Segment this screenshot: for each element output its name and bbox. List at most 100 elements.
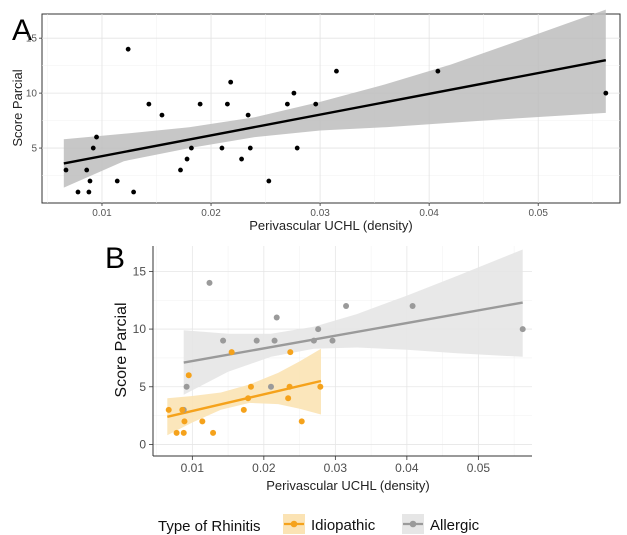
allergic-data-point xyxy=(329,337,336,344)
allergic-data-point xyxy=(310,337,317,344)
legend: Type of Rhinitis Idiopathic Allergic xyxy=(158,514,480,535)
data-point xyxy=(603,90,609,96)
y-tick-label: 15 xyxy=(133,264,147,278)
data-point xyxy=(313,101,319,107)
data-point xyxy=(86,189,92,195)
allergic-data-point xyxy=(183,383,190,390)
allergic-data-point xyxy=(409,303,416,309)
allergic-confidence-band xyxy=(183,249,523,395)
allergic-data-point xyxy=(315,326,322,333)
idiopathic-data-point xyxy=(285,395,292,402)
panel-b-y-ticks: 0 5 10 15 xyxy=(133,264,153,451)
allergic-data-point xyxy=(206,279,213,286)
y-tick-label: 5 xyxy=(139,380,146,394)
y-tick-label: 0 xyxy=(139,437,146,451)
x-tick-label: 0.04 xyxy=(395,461,419,475)
legend-label-allergic: Allergic xyxy=(430,517,480,534)
idiopathic-data-point xyxy=(317,383,324,390)
data-point xyxy=(245,112,251,118)
idiopathic-data-point xyxy=(179,406,186,413)
idiopathic-data-point xyxy=(173,429,180,436)
idiopathic-data-point xyxy=(298,418,305,425)
idiopathic-regression-line xyxy=(167,379,322,418)
panel-a-x-ticks: 0.01 0.02 0.03 0.04 0.05 xyxy=(92,203,548,219)
panel-a-points xyxy=(63,46,609,195)
data-point xyxy=(224,101,230,107)
x-tick-label: 0.05 xyxy=(467,461,491,475)
idiopathic-data-point xyxy=(165,406,172,413)
idiopathic-data-point xyxy=(199,418,206,425)
idiopathic-data-point xyxy=(287,349,294,356)
y-tick-label: 15 xyxy=(26,34,38,45)
data-point xyxy=(84,167,90,173)
allergic-data-point xyxy=(273,314,280,321)
panel-a-letter: A xyxy=(12,14,32,47)
data-point xyxy=(90,145,96,151)
panel-a: A 0.01 0.02 0.03 0.04 0.05 5 10 15 Perivascula… xyxy=(10,9,621,233)
idiopathic-data-point xyxy=(210,429,217,436)
legend-entry-allergic: Allergic xyxy=(402,514,480,534)
legend-key-point xyxy=(409,520,417,528)
x-tick-label: 0.01 xyxy=(181,461,205,475)
idiopathic-data-point xyxy=(286,383,293,390)
legend-entry-idiopathic: Idiopathic xyxy=(283,514,376,534)
idiopathic-data-point xyxy=(181,418,188,425)
data-point xyxy=(87,178,93,184)
panel-a-regression-line xyxy=(63,58,607,165)
legend-title: Type of Rhinitis xyxy=(158,518,261,535)
idiopathic-data-point xyxy=(228,349,235,356)
x-tick-label: 0.05 xyxy=(528,208,548,219)
allergic-data-point xyxy=(220,337,227,344)
data-point xyxy=(334,68,339,74)
allergic-data-point xyxy=(519,326,526,333)
legend-key-point xyxy=(290,520,298,528)
idiopathic-data-point xyxy=(185,372,192,379)
legend-label-idiopathic: Idiopathic xyxy=(311,517,376,534)
data-point xyxy=(75,189,81,195)
panel-a-y-ticks: 5 10 15 xyxy=(26,34,42,155)
data-point xyxy=(159,112,165,118)
data-point xyxy=(125,46,131,52)
x-tick-label: 0.03 xyxy=(310,208,330,219)
panel-b-points xyxy=(165,279,526,436)
y-tick-label: 10 xyxy=(133,322,147,336)
data-point xyxy=(184,156,190,162)
data-point xyxy=(266,178,272,184)
data-point xyxy=(228,79,234,85)
x-tick-label: 0.04 xyxy=(419,208,439,219)
data-point xyxy=(63,167,69,173)
panel-b-y-axis-label: Score Parcial xyxy=(113,302,130,397)
panel-b-confidence-bands xyxy=(167,249,523,436)
idiopathic-data-point xyxy=(240,406,247,413)
panel-b-x-ticks: 0.01 0.02 0.03 0.04 0.05 xyxy=(181,456,491,475)
data-point xyxy=(291,90,297,96)
allergic-data-point xyxy=(253,337,260,344)
allergic-data-point xyxy=(343,303,350,309)
allergic-data-point xyxy=(271,337,278,344)
panel-a-x-axis-label: Perivascular UCHL (density) xyxy=(249,218,413,233)
panel-b-regression-lines xyxy=(167,301,523,418)
data-point xyxy=(189,145,194,151)
x-tick-label: 0.03 xyxy=(324,461,348,475)
allergic-data-point xyxy=(267,383,274,390)
idiopathic-data-point xyxy=(247,383,254,390)
data-point xyxy=(294,145,300,151)
panel-a-confidence-band xyxy=(63,9,606,188)
data-point xyxy=(146,101,152,107)
panel-b: B 0.01 0.02 0.03 0.04 0.05 0 5 10 15 Perivascul… xyxy=(105,242,532,493)
legend-entries: Idiopathic Allergic xyxy=(283,514,480,534)
panel-b-x-axis-label: Perivascular UCHL (density) xyxy=(266,478,430,493)
x-tick-label: 0.02 xyxy=(252,461,276,475)
panel-b-letter: B xyxy=(105,242,125,275)
data-point xyxy=(435,68,441,74)
data-point xyxy=(247,145,253,151)
x-tick-label: 0.02 xyxy=(201,208,221,219)
data-point xyxy=(239,156,244,162)
data-point xyxy=(284,101,290,107)
idiopathic-data-point xyxy=(245,395,252,402)
data-point xyxy=(219,145,225,151)
data-point xyxy=(114,178,120,184)
idiopathic-data-point xyxy=(180,429,187,436)
panel-a-y-axis-label: Score Parcial xyxy=(10,69,25,146)
